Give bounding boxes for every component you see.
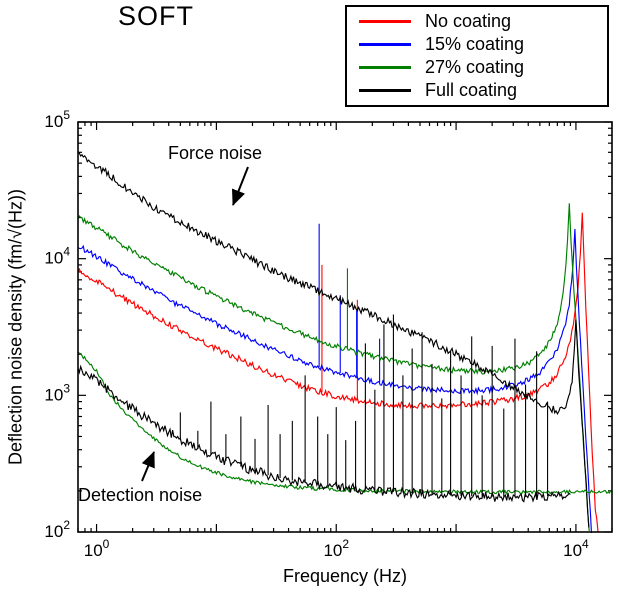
x-tick-label: 102 (323, 537, 349, 560)
x-axis-label: Frequency (Hz) (282, 566, 408, 586)
y-tick-label: 102 (44, 518, 70, 541)
legend-label: No coating (425, 11, 512, 31)
series-trace (78, 203, 590, 531)
series-trace (78, 228, 593, 533)
legend-line-sample (359, 43, 411, 46)
legend-label: 15% coating (425, 34, 525, 54)
y-tick-label: 103 (44, 381, 70, 404)
legend-line-sample (359, 89, 411, 92)
figure-title: SOFT (118, 1, 194, 31)
detection-noise-label: Detection noise (78, 485, 203, 505)
legend-line-sample (359, 20, 411, 23)
legend-item: 27% coating (347, 56, 607, 79)
legend: No coating 15% coating 27% coating Full coa… (345, 5, 609, 107)
legend-item: 15% coating (347, 33, 607, 56)
series-trace (78, 212, 599, 533)
y-tick-label: 104 (44, 245, 70, 268)
legend-line-sample (359, 66, 411, 69)
plot-box (77, 121, 613, 533)
series-trace (78, 151, 590, 528)
axis-ticks (77, 121, 613, 533)
y-axis-label: Deflection noise density (fm/√(Hz)) (5, 189, 26, 465)
legend-item: Full coating (347, 79, 607, 102)
y-tick-label: 105 (44, 108, 70, 131)
series-trace (78, 364, 571, 503)
x-tick-label: 104 (563, 537, 589, 560)
legend-item: No coating (347, 10, 607, 33)
series-group (78, 151, 612, 533)
force-noise-label: Force noise (168, 143, 263, 163)
series-trace (78, 351, 612, 496)
legend-label: Full coating (425, 80, 518, 100)
legend-label: 27% coating (425, 57, 525, 77)
tick-labels: 100 102 104 102 103 104 105 (44, 108, 589, 560)
x-tick-label: 100 (84, 537, 110, 560)
